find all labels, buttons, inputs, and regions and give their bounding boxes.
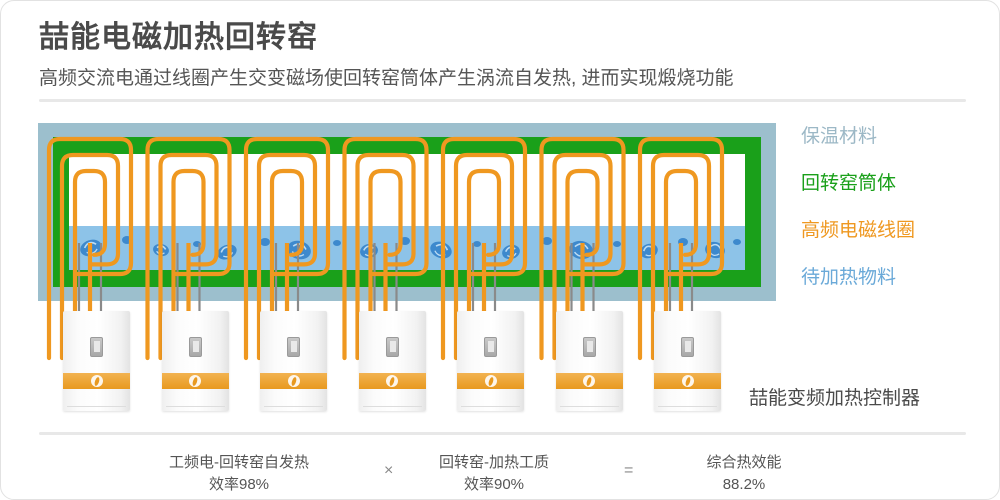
controller-brand-band: [260, 373, 327, 389]
controller-base: [67, 406, 126, 411]
controller-unit-2[interactable]: [161, 311, 229, 411]
coil-turn: [59, 152, 121, 361]
legend: 保温材料 回转窑筒体 高频电磁线圈 待加热物料: [801, 121, 991, 309]
controller-display-icon: [385, 337, 399, 357]
brand-logo-icon: [287, 375, 300, 387]
controller-display-icon: [188, 337, 202, 357]
controller-brand-band: [63, 373, 130, 389]
controller-base: [461, 406, 520, 411]
coil-turn: [256, 152, 318, 361]
coil-turn: [342, 136, 429, 361]
controller-display-icon: [287, 337, 300, 357]
controller-display-icon: [484, 337, 497, 357]
brand-logo-icon: [386, 375, 398, 387]
brand-logo-icon: [583, 375, 595, 387]
controller-display-icon: [90, 337, 103, 357]
controller-unit-5[interactable]: [457, 311, 524, 411]
coil-turn: [145, 136, 232, 361]
formula-operator-multiply: ×: [384, 462, 394, 479]
controller-brand-band: [654, 373, 721, 389]
coil-turn: [355, 152, 416, 361]
material-particle: [260, 238, 270, 246]
coil-turn: [552, 152, 613, 361]
controller-unit-1[interactable]: [63, 311, 130, 411]
controller-row: [1, 311, 999, 421]
controller-caption: 喆能变频加热控制器: [749, 388, 921, 409]
material-particle: [733, 239, 741, 245]
controller-unit-3[interactable]: [260, 311, 327, 411]
coil-turn: [46, 136, 134, 361]
controller-brand-band: [358, 373, 426, 389]
formula-term-2-line2: 效率90%: [463, 475, 525, 493]
coil-turn: [637, 136, 725, 361]
formula-operator-equals: =: [624, 462, 634, 479]
formula-term-2-line1: 回转窑-加热工质: [439, 454, 549, 471]
legend-item-material: 待加热物料: [801, 267, 897, 288]
controller-unit-7[interactable]: [654, 311, 721, 411]
brand-logo-icon: [681, 375, 694, 387]
controller-base: [362, 406, 422, 411]
material-particle: [473, 241, 481, 247]
formula-term-3-line1: 综合热效能: [706, 454, 782, 471]
formula-term-1: 工频电-回转窑自发热 效率98%: [149, 452, 329, 496]
coil-turn: [440, 136, 528, 361]
legend-item-kiln-shell: 回转窑筒体: [801, 173, 897, 194]
page-subtitle: 高频交流电通过线圈产生交变磁场使回转窑筒体产生涡流自发热, 进而实现煅烧功能: [39, 68, 734, 89]
controller-base: [559, 406, 619, 411]
coil-turn: [663, 168, 699, 361]
coil-turn: [269, 168, 305, 361]
formula-term-1-line2: 效率98%: [208, 475, 270, 493]
controller-brand-band: [457, 373, 524, 389]
controller-unit-4[interactable]: [358, 311, 426, 411]
brand-logo-icon: [90, 375, 103, 387]
footer-divider: [39, 432, 966, 435]
efficiency-formula: 工频电-回转窑自发热 效率98% × 回转窑-加热工质 效率90% = 综合热效…: [39, 444, 966, 494]
brand-logo-icon: [189, 375, 201, 387]
coil-turn: [565, 168, 600, 361]
material-particle: [542, 237, 552, 245]
material-particle: [333, 240, 341, 246]
controller-base: [264, 406, 323, 411]
controller-base: [165, 406, 225, 411]
controller-display-icon: [582, 337, 596, 357]
controller-brand-band: [555, 373, 623, 389]
formula-term-2: 回转窑-加热工质 效率90%: [414, 452, 574, 496]
controller-brand-band: [161, 373, 229, 389]
formula-term-3-line2: 88.2%: [722, 475, 766, 493]
coil-turn: [650, 152, 712, 361]
coil-turn: [243, 136, 331, 361]
coil-turn: [466, 168, 502, 361]
legend-item-insulation: 保温材料: [801, 126, 878, 147]
material-particle: [613, 241, 621, 247]
coil-turn: [158, 152, 219, 361]
legend-item-coil: 高频电磁线圈: [801, 220, 916, 241]
header-divider: [39, 99, 966, 102]
brand-logo-icon: [484, 375, 497, 387]
coil-turn: [539, 136, 626, 361]
coil-turn: [171, 168, 206, 361]
page-title: 喆能电磁加热回转窑: [39, 21, 318, 54]
controller-display-icon: [681, 337, 694, 357]
coil-turn: [368, 168, 403, 361]
kiln-diagram: [38, 123, 776, 361]
controller-unit-6[interactable]: [555, 311, 623, 411]
formula-term-1-line1: 工频电-回转窑自发热: [169, 454, 309, 471]
coil-turn: [72, 168, 108, 361]
formula-term-3: 综合热效能 88.2%: [664, 452, 824, 496]
coil-turn: [453, 152, 515, 361]
controller-base: [658, 406, 717, 411]
